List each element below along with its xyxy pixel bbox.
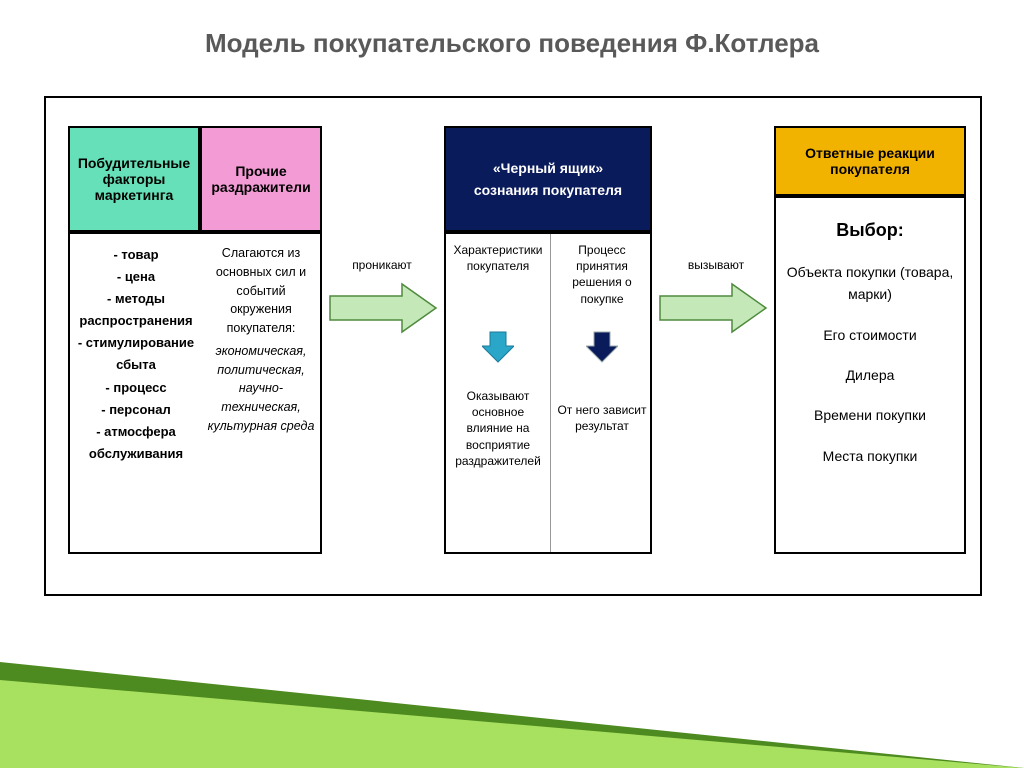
arrow1-icon	[328, 282, 438, 334]
s1c1-l2: - методы распространения	[74, 288, 198, 332]
arrow2-label: вызывают	[676, 258, 756, 272]
stage3-header-text: Ответные реакции покупателя	[782, 145, 958, 177]
stage1-col2-header: Прочие раздражители	[200, 126, 322, 232]
slide-title: Модель покупательского поведения Ф.Котле…	[0, 0, 1024, 77]
arrow1-label: проникают	[342, 258, 422, 272]
diagram-frame: Побудительные факторы маркетинга Прочие …	[44, 96, 982, 596]
s1c2-intro: Слагаются из основных сил и событий окру…	[206, 244, 316, 338]
s3-i0: Объекта покупки (товара, марки)	[782, 261, 958, 306]
stage3-choice-label: Выбор:	[782, 216, 958, 245]
s3-i1: Его стоимости	[782, 324, 958, 346]
stage1-body: - товар - цена - методы распространения …	[68, 232, 322, 554]
s3-i2: Дилера	[782, 364, 958, 386]
stage2-sub2-bottom: От него зависит результат	[550, 398, 654, 438]
stage3-header: Ответные реакции покупателя	[774, 126, 966, 196]
s1c1-l6: - атмосфера обслуживания	[74, 421, 198, 465]
corner-triangle-icon	[0, 608, 1024, 768]
s1c1-l1: - цена	[74, 266, 198, 288]
stage3-body: Выбор: Объекта покупки (товара, марки) Е…	[774, 196, 966, 554]
s1c1-l5: - персонал	[74, 399, 198, 421]
s1c1-l3: - стимулирование сбыта	[74, 332, 198, 376]
stage1-col1-header: Побудительные факторы маркетинга	[68, 126, 200, 232]
down-arrow-teal-icon	[482, 330, 514, 364]
stage2-body: Характеристики покупателя Процесс принят…	[444, 232, 652, 554]
s1c1-l4: - процесс	[74, 377, 198, 399]
stage2-divider	[550, 234, 551, 552]
stage2-sub1-top: Характеристики покупателя	[446, 238, 550, 278]
arrow2-icon	[658, 282, 768, 334]
down-arrow-dark-icon	[586, 330, 618, 364]
stage2-header-l1: «Черный ящик»	[493, 157, 603, 179]
stage1-col1-header-text: Побудительные факторы маркетинга	[76, 155, 192, 203]
stage2-sub1-bottom: Оказывают основное влияние на восприятие…	[446, 384, 550, 473]
stage1-col2-body: Слагаются из основных сил и событий окру…	[202, 240, 320, 440]
stage2-sub2-top: Процесс принятия решения о покупке	[550, 238, 654, 311]
stage2-header: «Черный ящик» сознания покупателя	[444, 126, 652, 232]
s3-i4: Места покупки	[782, 445, 958, 467]
stage1-col2-header-text: Прочие раздражители	[208, 163, 314, 195]
s3-i3: Времени покупки	[782, 404, 958, 426]
s1c2-list: экономическая, политическая, научно-техн…	[206, 342, 316, 436]
stage1-col1-body: - товар - цена - методы распространения …	[70, 240, 202, 469]
s1c1-l0: - товар	[74, 244, 198, 266]
stage2-header-l2: сознания покупателя	[474, 179, 622, 201]
